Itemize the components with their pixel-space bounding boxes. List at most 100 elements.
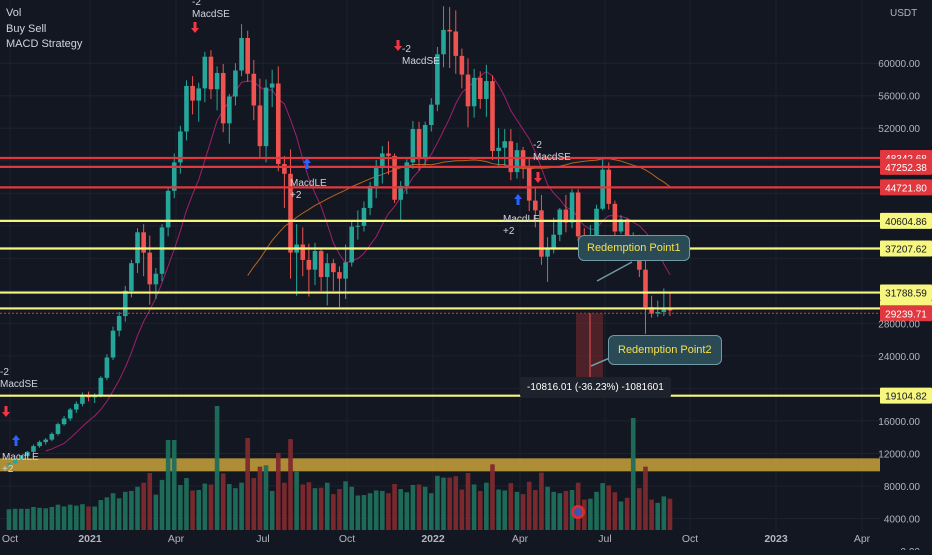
x-tick-label: 2023 [764, 533, 788, 545]
candle-body [612, 203, 618, 232]
candle-body [74, 403, 79, 410]
legend-buy-sell[interactable]: Buy Sell [6, 22, 47, 35]
level-price-tag [880, 240, 932, 257]
price-axis-bg [880, 0, 932, 550]
redemption-point1-callout[interactable]: Redemption Point1 [578, 235, 690, 261]
candle-body [55, 424, 61, 434]
volume-bar [386, 493, 391, 530]
y-tick-label: 60000.00 [878, 59, 920, 70]
candle-body [643, 269, 648, 308]
candle-body [539, 210, 544, 257]
candle-body [361, 207, 367, 226]
candle-body [386, 153, 391, 156]
candle-body [165, 190, 171, 228]
signal-arrow-down-icon [394, 40, 402, 51]
candle-body [508, 141, 514, 173]
volume-bar [55, 504, 61, 530]
volume-bar [392, 484, 397, 530]
x-tick-label: Oct [682, 533, 698, 545]
volume-bar [435, 475, 440, 530]
candle-body [343, 262, 348, 279]
level-price-label: 31788.59 [885, 289, 927, 300]
support-zone [0, 458, 880, 472]
legend-macd-strategy[interactable]: MACD Strategy [6, 38, 83, 50]
candle-body [275, 83, 281, 165]
candle-body [159, 227, 165, 274]
level-price-label: 19104.82 [885, 392, 927, 403]
candle-body [141, 232, 146, 253]
candle-body [104, 357, 110, 378]
candle-body [239, 37, 244, 71]
candle-body [129, 263, 134, 291]
candle-body [545, 249, 550, 257]
volume-bar [453, 476, 459, 530]
candle-body [416, 129, 422, 160]
volume-bar [141, 482, 146, 530]
volume-bar [43, 508, 49, 530]
candle-body [288, 173, 293, 253]
candle-body [380, 153, 385, 169]
signal-sublabel: +2 [503, 226, 515, 237]
candle-body [447, 29, 452, 32]
y-tick-label: 56000.00 [878, 92, 920, 103]
volume-bar [630, 418, 636, 530]
candle-body [98, 377, 104, 396]
candle-body [661, 309, 667, 312]
x-tick-label: Apr [854, 533, 871, 545]
volume-bar [269, 490, 275, 530]
x-tick-label: Jul [256, 533, 269, 545]
signal-label: -2 [192, 0, 201, 8]
signal-label: -2 [533, 140, 542, 151]
volume-bar [263, 465, 269, 530]
candle-body [18, 455, 24, 460]
candle-body [435, 54, 440, 105]
volume-bar [312, 488, 318, 530]
volume-bar [245, 438, 250, 530]
volume-bar [447, 477, 452, 530]
redemption-point2-callout[interactable]: Redemption Point2 [608, 335, 722, 365]
volume-bar [208, 484, 214, 530]
volume-bar [422, 486, 428, 530]
volume-bar [428, 493, 434, 530]
volume-bar [300, 484, 306, 530]
signal-label: -2 [402, 44, 411, 55]
y-tick-label: 8000.00 [884, 482, 921, 493]
x-tick-label: Apr [512, 533, 529, 545]
volume-bar [294, 471, 299, 530]
candle-body [61, 418, 67, 425]
volume-bar [74, 505, 79, 530]
level-price-tag [880, 212, 932, 229]
volume-bar [355, 495, 361, 530]
legend-vol[interactable]: Vol [6, 7, 22, 19]
volume-bar [67, 504, 73, 530]
signal-sublabel: +2 [290, 190, 302, 201]
candle-body [184, 85, 189, 132]
volume-bar [61, 506, 67, 530]
volume-bar [129, 490, 134, 530]
candle-body [520, 150, 526, 169]
volume-bar [533, 490, 538, 530]
candle-body [526, 168, 532, 201]
candle-body [441, 29, 446, 55]
candle-body [453, 31, 459, 56]
candle-body [367, 185, 373, 208]
signal-label: MacdLE [503, 214, 540, 225]
signal-arrow-down-icon [534, 172, 542, 183]
volume-bar [643, 466, 648, 530]
signal-arrow-up-icon [514, 194, 522, 205]
volume-bar [667, 498, 673, 530]
volume-bar [508, 483, 514, 530]
candle-body [171, 162, 177, 191]
volume-bar [520, 494, 526, 530]
volume-bar [441, 477, 446, 530]
volume-bar [171, 440, 177, 530]
volume-bar [116, 498, 122, 530]
volume-bar [12, 508, 18, 530]
level-price-label: 40604.86 [885, 217, 927, 228]
volume-bar [220, 473, 226, 530]
signal-arrow-up-icon [12, 435, 20, 446]
y-tick-label: 4000.00 [884, 514, 921, 525]
candle-body [190, 85, 195, 101]
